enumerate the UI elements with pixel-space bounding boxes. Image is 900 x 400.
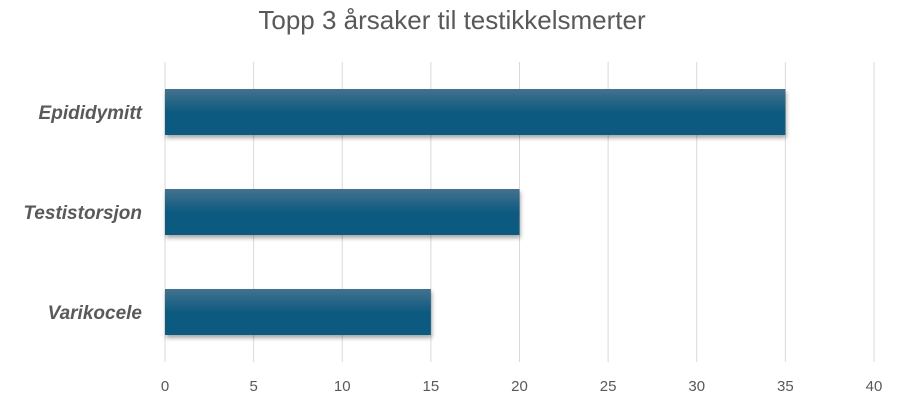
x-tick-label: 25 <box>600 378 617 395</box>
bar-varikocele <box>165 289 431 335</box>
x-tick-label: 30 <box>688 378 705 395</box>
x-tick-label: 35 <box>777 378 794 395</box>
x-tick-label: 15 <box>423 378 440 395</box>
category-label: Testistorsjon <box>23 203 142 224</box>
bar-epididymitt <box>165 89 786 135</box>
category-label: Varikocele <box>48 303 143 324</box>
category-label: Epididymitt <box>39 103 143 124</box>
chart-title: Topp 3 årsaker til testikkelsmerter <box>258 5 646 35</box>
x-tick-label: 5 <box>249 378 257 395</box>
bar-testistorsjon <box>165 189 520 235</box>
x-tick-label: 10 <box>334 378 351 395</box>
x-tick-label: 0 <box>161 378 169 395</box>
x-tick-label: 40 <box>866 378 883 395</box>
x-tick-label: 20 <box>511 378 528 395</box>
